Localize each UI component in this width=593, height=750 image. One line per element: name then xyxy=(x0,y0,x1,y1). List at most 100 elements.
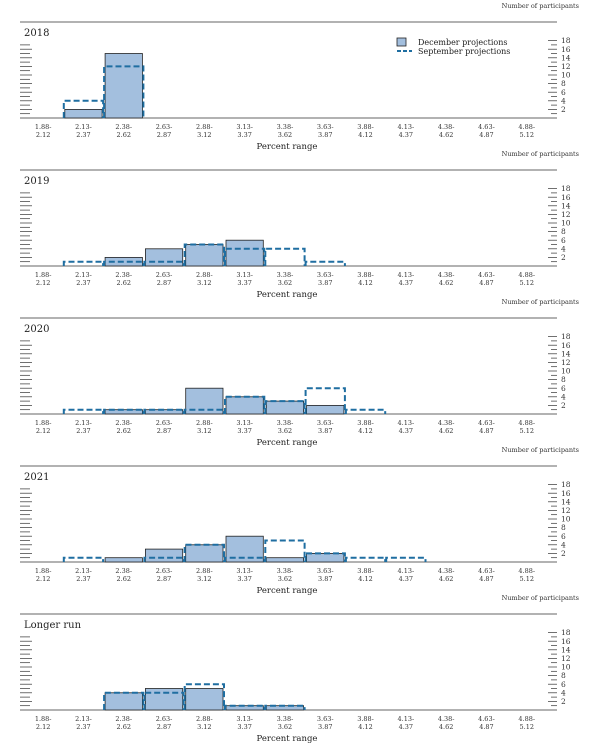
december-bar xyxy=(185,244,224,267)
y-tick-label: 12 xyxy=(561,210,571,219)
y-tick-label: 16 xyxy=(561,193,571,202)
y-axis-label: Number of participants xyxy=(502,594,579,602)
september-outline xyxy=(62,556,105,562)
december-bar xyxy=(225,396,264,415)
x-tick-label: 3.38-3.62 xyxy=(277,271,294,287)
december-bar xyxy=(64,109,103,119)
x-tick-label: 4.38-4.62 xyxy=(438,123,455,139)
x-tick-label: 3.63-3.87 xyxy=(317,419,334,435)
y-tick-label: 14 xyxy=(561,645,571,654)
y-tick-label: 10 xyxy=(561,71,571,80)
chart-panel-2: Number of participants 2020 24681012141618… xyxy=(20,298,579,448)
september-outline xyxy=(304,552,346,562)
panel-title: 2018 xyxy=(24,28,49,39)
y-axis-label: Number of participants xyxy=(502,298,579,306)
december-bar xyxy=(144,688,184,711)
x-tick-label: 3.88-4.12 xyxy=(357,567,374,583)
x-tick-label: 3.38-3.62 xyxy=(277,567,294,583)
september-outline xyxy=(385,556,427,562)
y-tick-label: 18 xyxy=(561,628,571,637)
x-axis-label: Percent range xyxy=(257,142,318,152)
x-tick-label: 4.38-4.62 xyxy=(438,419,455,435)
y-axis-label: Number of participants xyxy=(502,150,579,158)
september-outline xyxy=(183,243,225,266)
x-tick-label: 3.13-3.37 xyxy=(236,123,253,139)
september-outline xyxy=(264,539,306,562)
x-axis-label: Percent range xyxy=(257,290,318,300)
x-tick-label: 4.13-4.37 xyxy=(398,567,415,583)
y-tick-label: 10 xyxy=(561,367,571,376)
september-outline xyxy=(344,556,387,562)
x-tick-label: 4.13-4.37 xyxy=(398,715,415,731)
y-tick-label: 2 xyxy=(561,697,566,706)
x-tick-label: 4.63-4.87 xyxy=(478,123,495,139)
september-outline xyxy=(224,247,266,266)
y-tick-label: 4 xyxy=(561,392,566,401)
x-axis-label: Percent range xyxy=(257,438,318,448)
x-tick-label: 4.13-4.37 xyxy=(398,419,415,435)
y-tick-label: 6 xyxy=(561,384,566,393)
x-tick-label: 4.13-4.37 xyxy=(398,271,415,287)
x-axis-label: Percent range xyxy=(257,586,318,596)
y-tick-label: 14 xyxy=(561,497,571,506)
y-tick-label: 2 xyxy=(561,549,566,558)
december-bar xyxy=(225,239,264,267)
chart-panel-3: Number of participants 2021 24681012141618… xyxy=(20,446,579,596)
x-tick-label: 2.63-2.87 xyxy=(156,419,173,435)
y-axis-label: Number of participants xyxy=(502,2,579,10)
y-axis-label: Number of participants xyxy=(502,446,579,454)
x-tick-label: 2.63-2.87 xyxy=(156,567,173,583)
x-tick-label: 2.88-3.12 xyxy=(196,419,213,435)
chart-panel-1: Number of participants 2019 24681012141618… xyxy=(20,150,579,300)
y-tick-label: 6 xyxy=(561,88,566,97)
x-tick-label: 3.88-4.12 xyxy=(357,419,374,435)
september-outline xyxy=(304,260,346,266)
y-tick-label: 6 xyxy=(561,236,566,245)
september-outline xyxy=(183,543,225,562)
december-bar xyxy=(144,248,184,267)
y-tick-label: 16 xyxy=(561,489,571,498)
y-tick-label: 18 xyxy=(561,36,571,45)
y-tick-label: 8 xyxy=(561,375,566,384)
x-tick-label: 3.88-4.12 xyxy=(357,123,374,139)
y-tick-label: 4 xyxy=(561,96,566,105)
y-tick-label: 16 xyxy=(561,637,571,646)
december-bar xyxy=(144,548,184,563)
y-tick-label: 8 xyxy=(561,671,566,680)
x-tick-label: 2.88-3.12 xyxy=(196,567,213,583)
september-outline xyxy=(62,99,105,118)
x-tick-label: 3.13-3.37 xyxy=(236,567,253,583)
x-tick-label: 3.13-3.37 xyxy=(236,419,253,435)
y-tick-label: 4 xyxy=(561,540,566,549)
y-tick-label: 10 xyxy=(561,515,571,524)
x-tick-label: 4.63-4.87 xyxy=(478,715,495,731)
december-bar xyxy=(104,557,143,563)
x-tick-label: 1.88-2.12 xyxy=(35,419,52,435)
x-tick-label: 3.13-3.37 xyxy=(236,715,253,731)
x-tick-label: 3.88-4.12 xyxy=(357,271,374,287)
y-tick-label: 6 xyxy=(561,532,566,541)
x-tick-label: 2.63-2.87 xyxy=(156,271,173,287)
x-tick-label: 2.13-2.37 xyxy=(75,715,92,731)
x-tick-label: 1.88-2.12 xyxy=(35,567,52,583)
chart-panel-4: Number of participants Longer run 24681012… xyxy=(20,594,579,744)
y-tick-label: 12 xyxy=(561,506,571,515)
december-bar xyxy=(306,404,345,415)
december-bar xyxy=(185,544,224,563)
y-tick-label: 16 xyxy=(561,45,571,54)
december-bar xyxy=(265,557,304,563)
x-tick-label: 4.88-5.12 xyxy=(518,715,535,731)
x-tick-label: 2.88-3.12 xyxy=(196,271,213,287)
x-tick-label: 2.88-3.12 xyxy=(196,715,213,731)
x-tick-label: 2.13-2.37 xyxy=(75,271,92,287)
x-tick-label: 4.63-4.87 xyxy=(478,271,495,287)
december-bar xyxy=(104,692,143,711)
y-tick-label: 8 xyxy=(561,523,566,532)
september-outline xyxy=(62,260,105,266)
panel-title: 2021 xyxy=(24,472,49,483)
y-tick-label: 4 xyxy=(561,244,566,253)
x-tick-label: 4.38-4.62 xyxy=(438,567,455,583)
x-tick-label: 2.38-2.62 xyxy=(115,419,132,435)
